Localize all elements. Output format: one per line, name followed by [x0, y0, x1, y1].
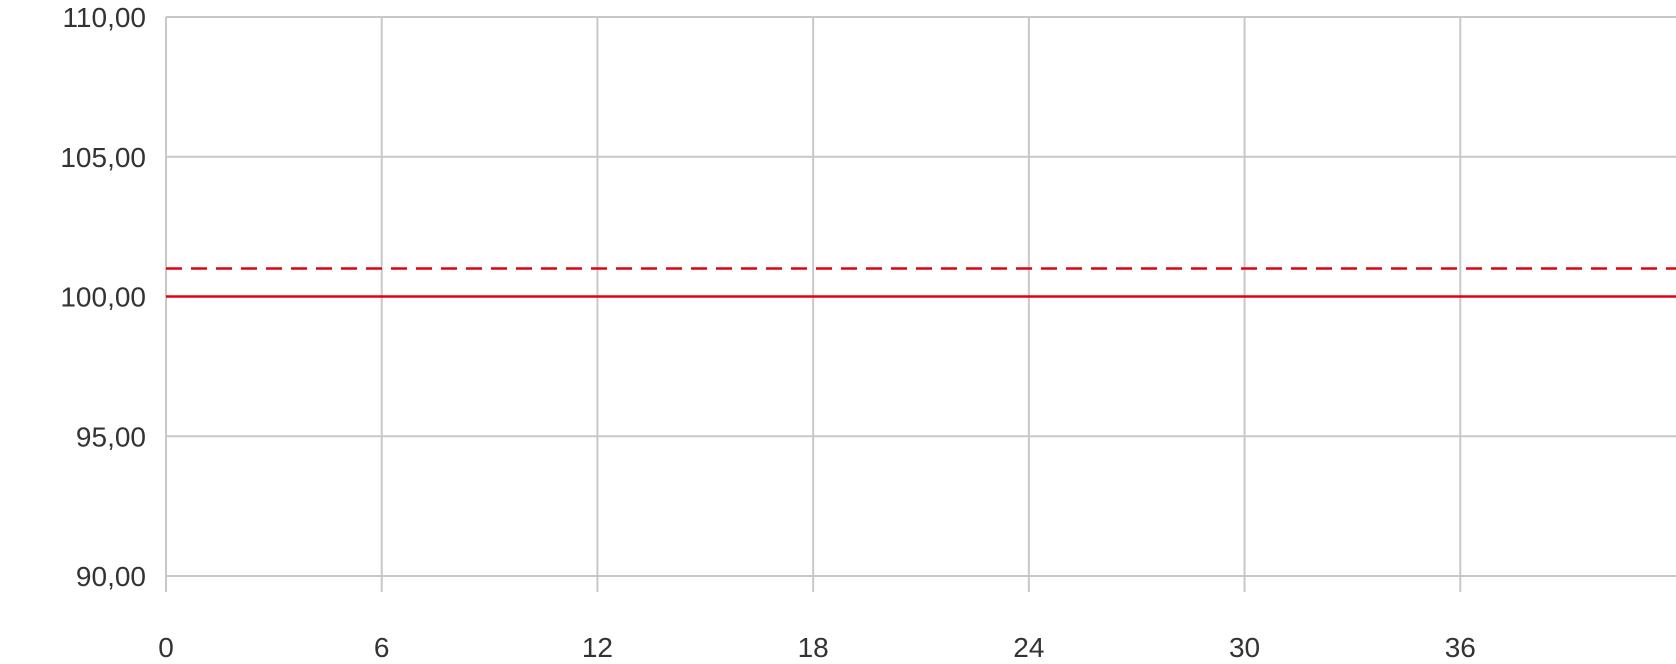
x-tick-label: 12	[582, 632, 613, 659]
y-tick-label: 110,00	[62, 2, 146, 33]
y-tick-label: 90,00	[76, 561, 146, 592]
y-axis-tick-labels: 90,00 95,00 100,00 105,00 110,00	[60, 2, 146, 592]
x-tick-label: 30	[1229, 632, 1260, 659]
y-tick-label: 100,00	[60, 282, 146, 313]
x-tick-label: 24	[1013, 632, 1044, 659]
x-axis-tick-labels: 0 6 12 18 24 30 36	[158, 632, 1476, 663]
gridlines	[165, 16, 1676, 592]
y-tick-label: 95,00	[76, 421, 146, 452]
series-lines	[166, 267, 1676, 298]
x-tick-label: 0	[158, 632, 174, 659]
y-tick-label: 105,00	[60, 142, 146, 173]
x-tick-label: 6	[374, 632, 390, 659]
x-tick-label: 36	[1445, 632, 1476, 659]
x-tick-label: 18	[798, 632, 829, 659]
